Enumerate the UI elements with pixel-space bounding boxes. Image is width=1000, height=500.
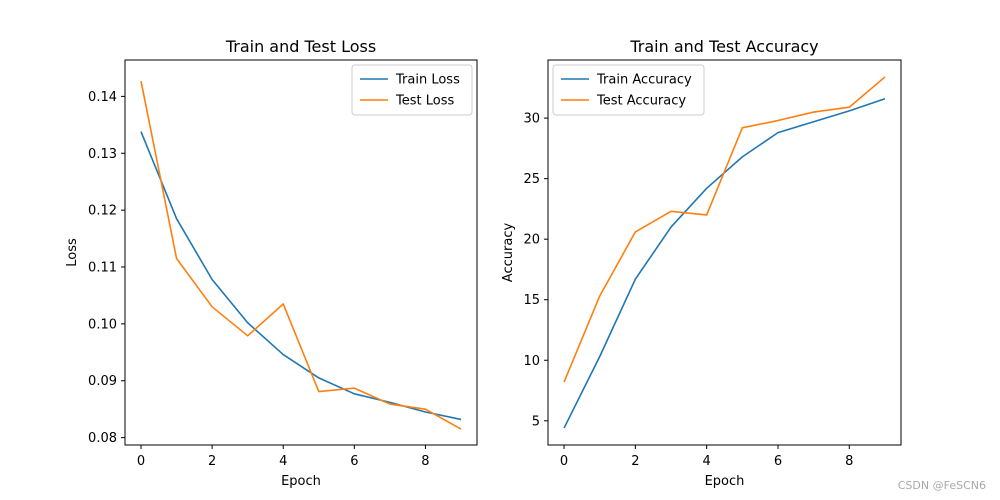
y-tick-label: 0.14 bbox=[88, 90, 117, 105]
legend-box bbox=[351, 64, 473, 116]
x-axis-label: Epoch bbox=[281, 474, 321, 489]
y-tick-label: 0.11 bbox=[88, 261, 117, 276]
legend-label: Train Loss bbox=[395, 73, 460, 88]
series-line-test-loss bbox=[140, 80, 462, 430]
x-tick-label: 8 bbox=[845, 454, 853, 469]
y-tick-label: 0.12 bbox=[88, 204, 117, 219]
y-tick-label: 5 bbox=[532, 414, 540, 429]
chart-title: Train and Test Loss bbox=[225, 37, 376, 56]
series-line-train-accuracy bbox=[563, 97, 886, 429]
x-tick-label: 2 bbox=[631, 454, 639, 469]
y-tick-label: 25 bbox=[523, 172, 540, 187]
y-tick-label: 0.10 bbox=[88, 317, 117, 332]
legend: Train Loss Test Loss bbox=[351, 64, 473, 116]
x-tick-label: 0 bbox=[137, 454, 145, 469]
y-tick-label: 0.08 bbox=[88, 431, 117, 446]
chart-1: Train and Test Loss 0 2 4 6 8 0.08 0.09 0.10 0.11… bbox=[65, 37, 478, 489]
x-tick-label: 8 bbox=[421, 454, 429, 469]
y-tick-label: 0.09 bbox=[88, 374, 117, 389]
legend: Train Accuracy Test Accuracy bbox=[552, 64, 705, 116]
legend-box bbox=[552, 64, 705, 116]
y-tick-label: 20 bbox=[523, 233, 540, 248]
chart-title: Train and Test Accuracy bbox=[629, 37, 818, 56]
x-tick-label: 6 bbox=[774, 454, 782, 469]
y-tick-label: 15 bbox=[523, 293, 540, 308]
x-tick-label: 6 bbox=[350, 454, 358, 469]
plot-frame bbox=[124, 59, 478, 446]
x-axis-label: Epoch bbox=[705, 474, 745, 489]
chart-2: Train and Test Accuracy 0 2 4 6 8 5 10 15 20 25 30 E… bbox=[501, 37, 902, 489]
watermark: CSDN @FeSCN6 bbox=[897, 479, 986, 492]
x-tick-label: 4 bbox=[279, 454, 287, 469]
legend-label: Test Accuracy bbox=[596, 94, 686, 109]
x-tick-label: 0 bbox=[560, 454, 568, 469]
plot-frame bbox=[547, 59, 902, 446]
series-line-test-accuracy bbox=[563, 76, 886, 383]
x-tick-label: 4 bbox=[703, 454, 711, 469]
y-tick-label: 30 bbox=[523, 112, 540, 127]
y-tick-label: 10 bbox=[523, 354, 540, 369]
legend-label: Train Accuracy bbox=[596, 73, 692, 88]
y-axis-label: Accuracy bbox=[501, 223, 516, 283]
y-axis-label: Loss bbox=[65, 238, 80, 267]
y-tick-label: 0.13 bbox=[88, 147, 117, 162]
legend-label: Test Loss bbox=[395, 94, 454, 109]
x-tick-label: 2 bbox=[208, 454, 216, 469]
